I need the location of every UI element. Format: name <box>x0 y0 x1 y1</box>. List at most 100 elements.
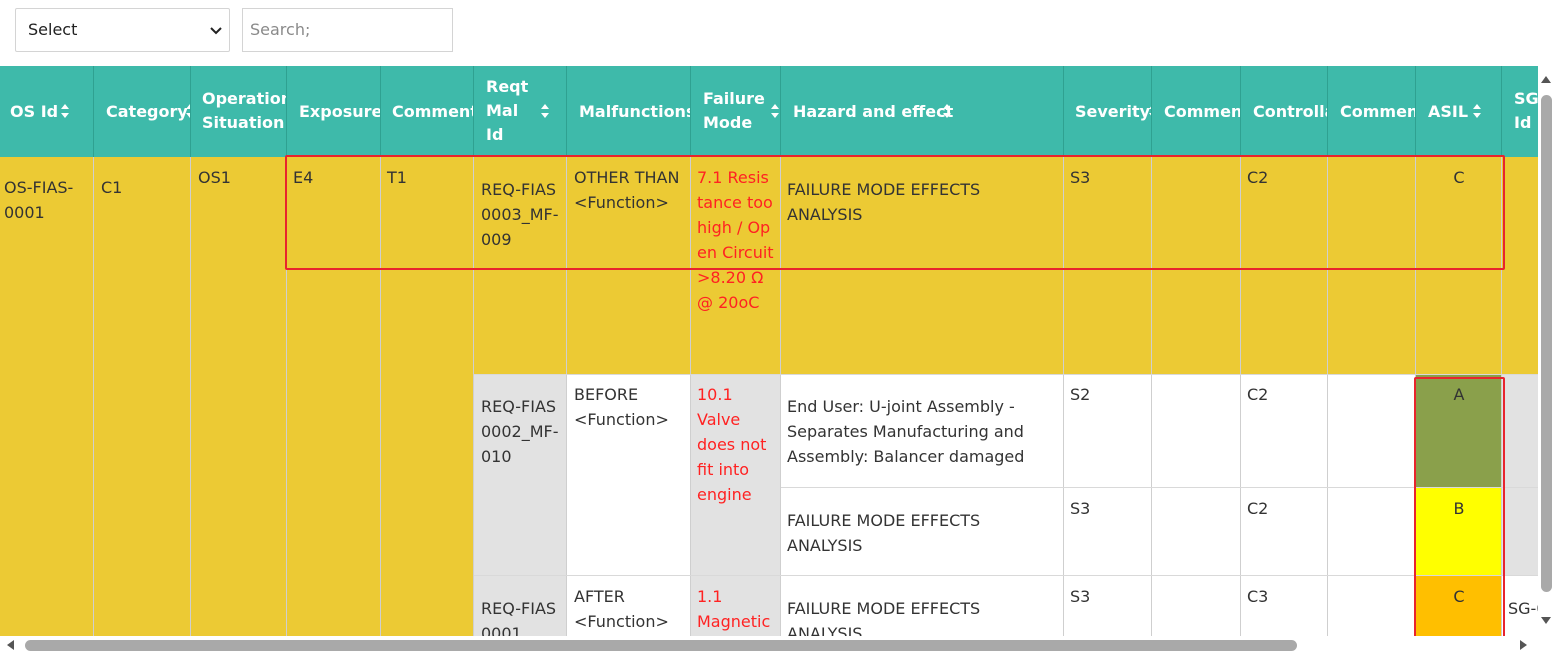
sort-icon[interactable] <box>1148 103 1152 119</box>
col-os-id[interactable]: OS Id <box>0 66 94 157</box>
col-hazard-and-effect[interactable]: Hazard and effect <box>781 66 1064 157</box>
col-comments-label: Comments <box>392 102 473 121</box>
cell-reqt-mal-id: REQ-FIAS0003_MF-009 <box>481 180 559 249</box>
hara-table: OS Id Category Operational Situation Exp… <box>0 66 1538 636</box>
grid-line <box>474 575 1538 576</box>
col-comments-2[interactable]: Comments <box>1152 66 1241 157</box>
scroll-up-icon[interactable] <box>1541 76 1551 83</box>
grid-line <box>473 157 474 636</box>
cell-sg-id <box>1502 374 1538 488</box>
cell-sg-id <box>1502 488 1538 576</box>
selection-outline-row <box>285 155 1505 270</box>
scroll-down-icon[interactable] <box>1541 617 1551 624</box>
sort-icon[interactable] <box>770 103 780 119</box>
grid-line <box>380 157 381 636</box>
cell-asil-c: C <box>1416 576 1502 636</box>
sort-icon[interactable] <box>185 103 191 119</box>
col-os-id-label: OS Id <box>10 102 59 121</box>
grid-line <box>1063 157 1064 636</box>
cell-comments <box>1152 374 1241 488</box>
cell-failure-mode: 1.1 Magnetic <box>691 576 781 636</box>
grid-line <box>1151 157 1152 636</box>
col-asil[interactable]: ASIL <box>1416 66 1502 157</box>
cell-comments <box>1328 488 1416 576</box>
col-reqt-mal-id-label: Reqt Mal Id <box>486 77 529 144</box>
malfunction-row-1 <box>474 157 1538 374</box>
col-exposure-label: Exposure <box>299 102 381 121</box>
col-comments-label: Comments <box>1340 102 1415 121</box>
cell-comments: T1 <box>381 157 474 636</box>
grid-line <box>781 487 1538 488</box>
cell-controllability: C2 <box>1241 488 1328 576</box>
col-severity-label: Severity <box>1075 102 1151 121</box>
filter-select[interactable]: Select <box>15 8 230 52</box>
cell-hazard: End User: U-joint Assembly - Separates M… <box>781 374 1064 488</box>
chevron-down-icon <box>210 27 222 35</box>
col-severity[interactable]: Severity <box>1064 66 1152 157</box>
sort-icon[interactable] <box>540 103 550 119</box>
filter-select-value: Select <box>28 20 78 39</box>
cell-severity: S2 <box>1064 374 1152 488</box>
col-failure-mode[interactable]: Failure Mode <box>691 66 781 157</box>
vertical-scroll-thumb[interactable] <box>1541 95 1552 592</box>
cell-severity: S3 <box>1070 168 1091 187</box>
cell-controllability: C2 <box>1247 168 1269 187</box>
col-hazard-label: Hazard and effect <box>793 102 954 121</box>
cell-hazard: FAILURE MODE EFFECTS ANALYSIS <box>781 576 1064 636</box>
selection-outline-asil <box>1414 377 1505 636</box>
col-malfunctions[interactable]: Malfunctions <box>567 66 691 157</box>
grid-line <box>286 157 287 636</box>
cell-hazard: FAILURE MODE EFFECTS ANALYSIS <box>781 488 1064 576</box>
cell-asil: C <box>1453 168 1465 187</box>
grid-line <box>566 157 567 636</box>
grid-line <box>690 157 691 636</box>
search-input[interactable]: Search; <box>242 8 453 52</box>
col-failure-mode-label: Failure Mode <box>703 89 765 132</box>
horizontal-scroll-thumb[interactable] <box>25 640 1297 651</box>
col-sg-id[interactable]: SG Id <box>1502 66 1538 157</box>
table-header: OS Id Category Operational Situation Exp… <box>0 66 1538 157</box>
grid-line <box>190 157 191 636</box>
cell-asil-b: B <box>1416 488 1502 576</box>
sort-icon[interactable] <box>942 103 952 119</box>
col-category-label: Category <box>106 102 188 121</box>
cell-reqt-mal-id: REQ-FIAS0002_MF-010 <box>474 374 567 576</box>
cell-sg-id: SG-000 <box>1502 576 1538 636</box>
cell-comments <box>1328 374 1416 488</box>
cell-failure-mode: 7.1 Resistance too high / Open Circuit >… <box>697 168 774 312</box>
col-operational-situation-label: Operational Situation <box>202 89 286 132</box>
search-placeholder: Search; <box>250 20 311 39</box>
col-category[interactable]: Category <box>94 66 191 157</box>
cell-comments <box>1328 576 1416 636</box>
col-exposure[interactable]: Exposure <box>287 66 381 157</box>
cell-comments <box>1152 576 1241 636</box>
cell-controllability: C3 <box>1241 576 1328 636</box>
cell-operational-situation: OS1 <box>191 157 287 636</box>
cell-malfunction: AFTER <Function> <box>567 576 691 636</box>
sort-icon[interactable] <box>60 103 70 119</box>
cell-comments <box>1152 488 1241 576</box>
cell-exposure: E4 <box>287 157 381 636</box>
col-operational-situation[interactable]: Operational Situation <box>191 66 287 157</box>
cell-os-id: OS-FIAS-0001 <box>0 157 94 636</box>
col-controllability-label: Controllability <box>1253 102 1327 121</box>
scroll-left-icon[interactable] <box>7 640 14 650</box>
cell-hazard: FAILURE MODE EFFECTS ANALYSIS <box>787 180 981 224</box>
col-comments-3[interactable]: Comments <box>1328 66 1416 157</box>
grid-line <box>1327 157 1328 636</box>
cell-reqt-mal-id: REQ-FIAS0001 <box>474 576 567 636</box>
col-comments-1[interactable]: Comments <box>381 66 474 157</box>
sort-icon[interactable] <box>1472 103 1482 119</box>
col-controllability[interactable]: Controllability <box>1241 66 1328 157</box>
cell-malfunction: BEFORE <Function> <box>567 374 691 576</box>
col-sg-id-label: SG Id <box>1514 89 1538 132</box>
col-asil-label: ASIL <box>1428 102 1469 121</box>
cell-asil-a: A <box>1416 374 1502 488</box>
cell-severity: S3 <box>1064 488 1152 576</box>
scroll-right-icon[interactable] <box>1520 640 1527 650</box>
col-comments-label: Comments <box>1164 102 1241 121</box>
col-malfunctions-label: Malfunctions <box>579 102 691 121</box>
grid-line <box>1501 157 1502 636</box>
cell-controllability: C2 <box>1241 374 1328 488</box>
col-reqt-mal-id[interactable]: Reqt Mal Id <box>474 66 567 157</box>
